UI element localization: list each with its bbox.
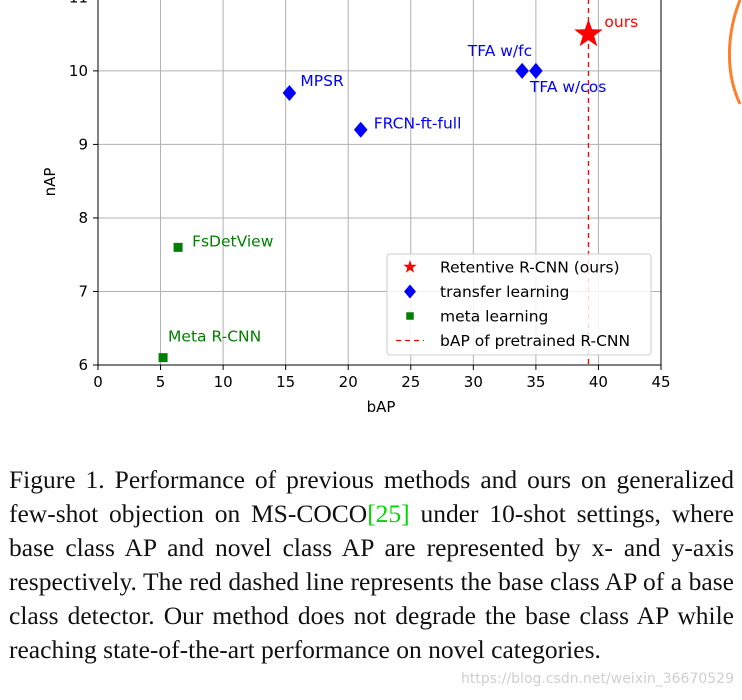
x-axis-label: bAP (367, 398, 396, 416)
point-ours (574, 19, 603, 47)
point-mpsr (282, 84, 297, 101)
x-tick-label: 30 (464, 373, 483, 391)
axes-frame (97, 0, 662, 366)
partial-curve-decoration (727, 0, 742, 105)
point-label: MPSR (300, 72, 344, 90)
legend-entry: meta learning (440, 308, 548, 326)
legend-box (386, 253, 652, 356)
x-tick-label: 20 (339, 373, 358, 391)
point-labels: ours MPSR FRCN-ft-full TFA w/fc TFA w/cos FsD… (168, 13, 638, 346)
x-tick-label: 0 (93, 373, 103, 391)
x-tick-label: 35 (526, 373, 545, 391)
y-axis-label: nAP (41, 168, 59, 197)
point-meta-r-cnn (158, 353, 168, 363)
y-axis-ticks: 6 7 8 9 10 11 (69, 0, 98, 374)
data-points (158, 19, 603, 363)
y-tick-label: 10 (69, 62, 88, 80)
x-tick-label: 5 (156, 373, 166, 391)
point-fsdetview (173, 242, 183, 252)
legend-marker-square (406, 312, 414, 320)
scatter-chart: 0 5 10 15 20 25 30 35 40 45 6 7 8 9 10 11 ours MPSR FRCN… (41, 0, 671, 416)
caption-text-prefix: Figure 1. Performance of previous method… (9, 465, 734, 528)
y-tick-label: 6 (78, 356, 88, 374)
legend-entry: Retentive R-CNN (ours) (440, 259, 620, 277)
legend: Retentive R-CNN (ours) transfer learning m… (386, 253, 652, 356)
y-tick-label: 8 (78, 209, 88, 227)
x-tick-label: 25 (401, 373, 420, 391)
point-label: TFA w/fc (467, 42, 532, 60)
legend-marker-star (403, 260, 417, 273)
point-label: FsDetView (192, 232, 274, 250)
point-frcn-ft-full (353, 121, 368, 138)
y-tick-label: 7 (78, 282, 88, 300)
x-tick-label: 10 (214, 373, 233, 391)
point-tfa-w-fc (515, 62, 529, 79)
y-tick-label: 11 (69, 0, 88, 6)
caption-text-suffix: under 10-shot settings, where base class… (9, 499, 734, 664)
x-axis-ticks: 0 5 10 15 20 25 30 35 40 45 (93, 365, 671, 391)
point-label: ours (604, 13, 638, 31)
watermark: https://blog.csdn.net/weixin_36670529 (460, 671, 734, 687)
x-tick-label: 40 (589, 373, 608, 391)
y-tick-label: 9 (78, 135, 88, 153)
point-label: TFA w/cos (529, 78, 606, 96)
point-tfa-w-cos (529, 62, 543, 79)
legend-entry: transfer learning (440, 283, 569, 301)
legend-marker-diamond (404, 284, 416, 299)
x-tick-label: 15 (276, 373, 295, 391)
point-label: Meta R-CNN (168, 328, 261, 346)
point-label: FRCN-ft-full (374, 115, 462, 133)
citation-link[interactable]: [25] (367, 499, 410, 528)
figure-caption: Figure 1. Performance of previous method… (9, 463, 734, 667)
x-tick-label: 45 (651, 373, 670, 391)
legend-entry: bAP of pretrained R-CNN (440, 332, 630, 350)
